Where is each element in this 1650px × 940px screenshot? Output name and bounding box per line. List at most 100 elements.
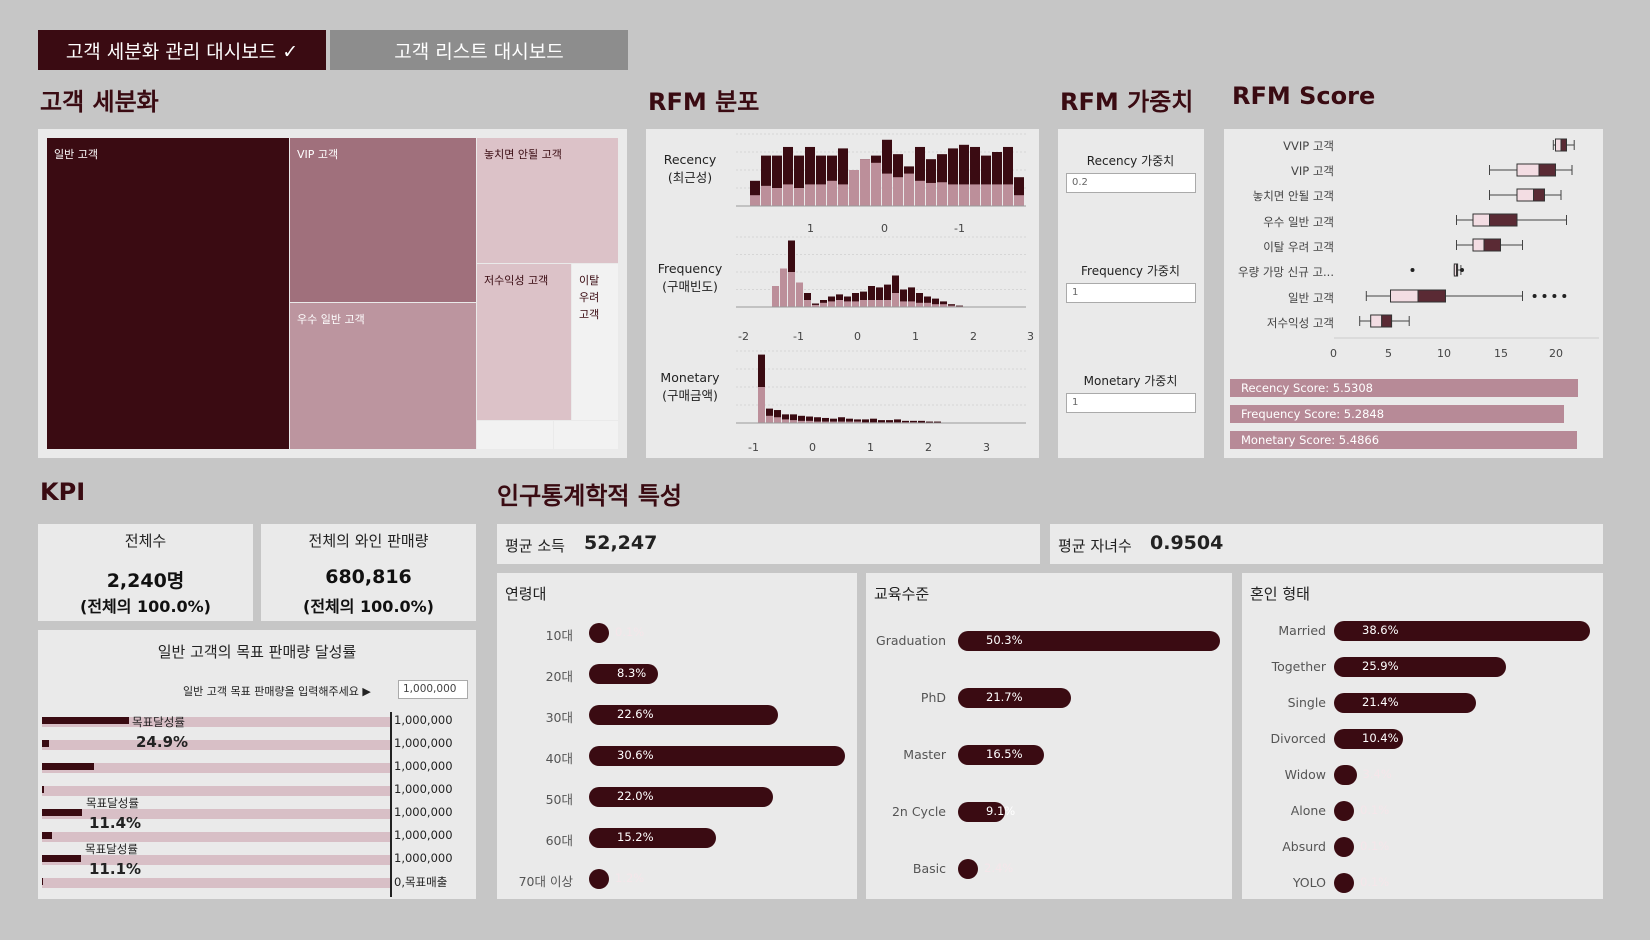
bar-label: Divorced <box>1270 731 1326 746</box>
bar-mark[interactable] <box>589 828 717 848</box>
boxplot-outlier <box>1460 268 1464 272</box>
histogram-bar <box>916 293 923 307</box>
histogram-bar-overlay <box>805 184 815 206</box>
bar-mark[interactable] <box>1334 657 1506 677</box>
bar-mark[interactable] <box>1334 801 1354 821</box>
frequency-tick: 3 <box>1027 330 1034 343</box>
bar-mark[interactable] <box>589 746 845 766</box>
bar-mark[interactable] <box>958 859 978 879</box>
histogram-bar-overlay <box>908 301 915 307</box>
rfm-weight-panel: Recency 가중치 0.2 Frequency 가중치 1 Monetary… <box>1058 129 1204 458</box>
bar-label: 50대 <box>545 792 573 807</box>
tab-segmentation-dashboard[interactable]: 고객 세분화 관리 대시보드 ✓ <box>38 30 326 70</box>
treemap-cell-small[interactable] <box>554 421 618 449</box>
treemap-cell-churn-risk[interactable]: 이탈 우려 고객 <box>572 264 618 420</box>
kpi-wine-title: 전체의 와인 판매량 <box>308 532 429 550</box>
frequency-tick: 0 <box>854 330 861 343</box>
bar-value: 0.1% <box>1360 875 1390 889</box>
bar-mark[interactable] <box>1334 729 1403 749</box>
treemap-cell-label: 우수 일반 고객 <box>297 313 365 326</box>
treemap-cell-general[interactable]: 일반 고객 <box>47 138 289 449</box>
recency-tick: -1 <box>954 222 965 235</box>
bar-mark[interactable] <box>589 787 774 807</box>
bar-mark[interactable] <box>958 802 1006 822</box>
histogram-bar-overlay <box>904 173 914 206</box>
recency-tick: 1 <box>807 222 814 235</box>
achieve-value: 11.1% <box>89 860 142 878</box>
histogram-bar-overlay <box>916 302 923 307</box>
histogram-bar-overlay <box>981 184 991 206</box>
frequency-histogram <box>736 236 1026 308</box>
frequency-weight-input[interactable]: 1 <box>1066 283 1196 303</box>
bar-mark[interactable] <box>589 705 779 725</box>
histogram-bar <box>926 421 933 423</box>
treemap-cell-small[interactable] <box>477 421 553 449</box>
bar-mark[interactable] <box>1334 873 1354 893</box>
bar-mark[interactable] <box>589 623 609 643</box>
rfm-dist-panel: Recency (최근성) Frequency (구매빈도) Monetary … <box>646 129 1039 458</box>
income-card: 평균 소득 52,247 <box>497 524 1040 564</box>
section-title-rfm-weight: RFM 가중치 <box>1060 88 1194 116</box>
histogram-bar <box>852 293 859 307</box>
recency-axis-label: Recency (최근성) <box>663 152 717 185</box>
boxplot-outlier <box>1552 294 1557 298</box>
histogram-bar <box>902 420 909 423</box>
treemap-cell-excellent[interactable]: 우수 일반 고객 <box>290 303 476 449</box>
bar-label: PhD <box>920 690 946 705</box>
bar-mark[interactable] <box>958 631 1220 651</box>
frequency-axis-label: Frequency (구매빈도) <box>657 261 723 294</box>
treemap-cell-low-profit[interactable]: 저수익성 고객 <box>477 264 571 420</box>
histogram-bar-overlay <box>806 420 813 423</box>
age-panel: 연령대 10대 0.1% 20대 8.3% 30대 22.6% 40대 30.6% 50대 22.… <box>497 573 857 899</box>
kids-value: 0.9504 <box>1150 532 1224 554</box>
boxplot-box-upper <box>1381 314 1393 328</box>
bar-label: 2n Cycle <box>891 804 946 819</box>
achieve-value: 11.4% <box>89 814 142 832</box>
bar-mark[interactable] <box>589 869 609 889</box>
bar-mark[interactable] <box>1334 765 1357 785</box>
histogram-bar-overlay <box>750 195 760 206</box>
histogram-bar <box>934 421 941 423</box>
histogram-bar <box>981 155 991 206</box>
histogram-bar-overlay <box>822 421 829 423</box>
bar-mark[interactable] <box>1334 837 1354 857</box>
histogram-bar <box>900 289 907 307</box>
boxplot-outlier <box>1410 268 1415 272</box>
target-row-bar <box>42 740 390 750</box>
target-row-value: 1,000,000 <box>394 828 453 842</box>
histogram-bar-overlay <box>761 185 771 206</box>
boxplot-box-lower <box>1555 138 1562 152</box>
histogram-bar <box>959 144 969 206</box>
histogram-bar-overlay <box>915 180 925 206</box>
bar-value: 16.5% <box>986 747 1023 761</box>
histogram-bar-overlay <box>900 301 907 307</box>
bar-mark[interactable] <box>589 664 659 684</box>
target-input[interactable]: 1,000,000 <box>398 680 468 699</box>
treemap-cell-vip[interactable]: VIP 고객 <box>290 138 476 302</box>
histogram-bar <box>790 414 797 423</box>
histogram-bar <box>948 148 958 206</box>
target-row-value: 1,000,000 <box>394 736 453 750</box>
treemap-cell-dont-miss[interactable]: 놓치면 안될 고객 <box>477 138 618 263</box>
bar-mark[interactable] <box>1334 693 1476 713</box>
tab-customer-list-dashboard[interactable]: 고객 리스트 대시보드 <box>330 30 628 70</box>
histogram-bar-overlay <box>798 420 805 423</box>
frequency-score-bar: Frequency Score: 5.2848 <box>1230 405 1565 423</box>
bar-mark[interactable] <box>958 688 1072 708</box>
bar-label: Married <box>1278 623 1326 638</box>
monetary-score-bar: Monetary Score: 5.4866 <box>1230 431 1577 449</box>
recency-weight-input[interactable]: 0.2 <box>1066 173 1196 193</box>
rfm-score-panel: VVIP 고객 VIP 고객 놓치면 안될 고객 우수 일반 고객 이탈 우려 … <box>1224 129 1603 458</box>
recency-weight-label: Recency 가중치 <box>1086 154 1175 168</box>
histogram-bar-overlay <box>860 159 870 206</box>
histogram-bar-overlay <box>782 419 789 423</box>
bar-mark[interactable] <box>958 745 1044 765</box>
boxplot-label: VVIP 고객 <box>1283 139 1334 153</box>
histogram-bar <box>761 155 771 206</box>
bar-value: 0.1% <box>1360 839 1390 853</box>
histogram-bar-overlay <box>796 282 803 307</box>
boxplot-box-lower <box>1472 238 1485 252</box>
monetary-weight-input[interactable]: 1 <box>1066 393 1196 413</box>
bar-mark[interactable] <box>1334 621 1590 641</box>
histogram-bar-overlay <box>1003 184 1013 206</box>
